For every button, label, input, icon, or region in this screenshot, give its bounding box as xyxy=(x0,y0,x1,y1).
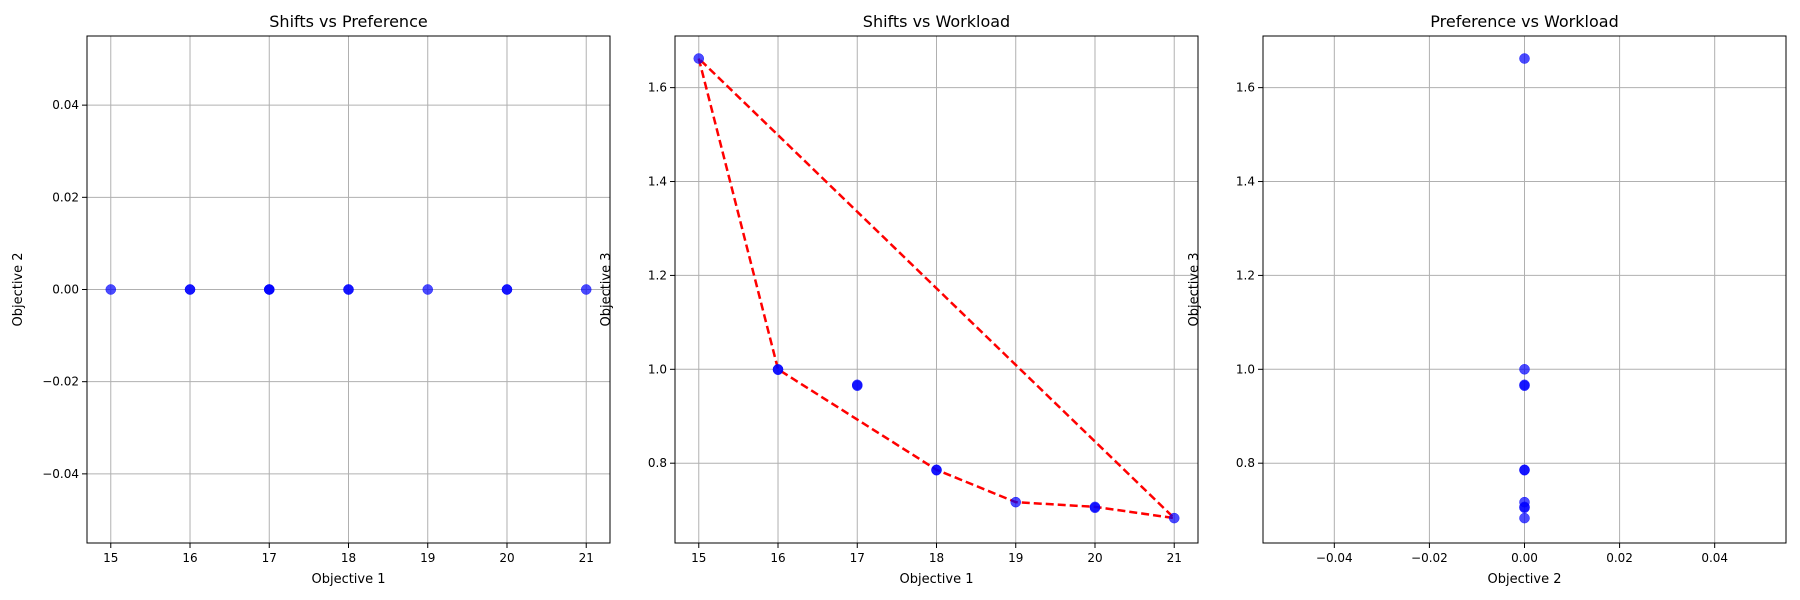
x-tick-label: 19 xyxy=(1008,551,1023,565)
subplot-title: Shifts vs Preference xyxy=(269,12,427,31)
x-tick-label: 17 xyxy=(850,551,865,565)
x-tick-label: 18 xyxy=(929,551,944,565)
axes-frame xyxy=(86,35,611,544)
x-tick-label: 16 xyxy=(770,551,785,565)
scatter-point xyxy=(1089,502,1101,514)
axes-frame xyxy=(674,35,1199,544)
y-axis-label: Objective 2 xyxy=(11,252,26,326)
x-tick-label: 0.02 xyxy=(1606,551,1633,565)
y-tick-label: 1.6 xyxy=(1236,81,1255,95)
scatter-point xyxy=(772,364,784,376)
y-tick-label: −0.04 xyxy=(42,467,79,481)
y-axis-label: Objective 3 xyxy=(1187,252,1202,326)
subplot-title: Preference vs Workload xyxy=(1430,12,1618,31)
scatter-point xyxy=(1519,364,1530,375)
y-axis-label: Objective 3 xyxy=(599,252,614,326)
x-tick-label: 21 xyxy=(1167,551,1182,565)
x-tick-label: −0.04 xyxy=(1316,551,1353,565)
y-tick-label: 1.0 xyxy=(1236,362,1255,376)
subplot-title: Shifts vs Workload xyxy=(863,12,1010,31)
x-tick-label: 17 xyxy=(262,551,277,565)
scatter-point xyxy=(184,284,196,295)
x-axis-label: Objective 2 xyxy=(1487,572,1561,587)
y-tick-label: 1.6 xyxy=(648,81,667,95)
scatter-point xyxy=(852,380,863,391)
y-tick-label: −0.02 xyxy=(42,375,79,389)
scatter-point xyxy=(343,284,354,295)
x-tick-label: 0.04 xyxy=(1701,551,1728,565)
scatter-point xyxy=(1519,380,1530,391)
x-tick-label: 18 xyxy=(341,551,356,565)
x-tick-label: 21 xyxy=(579,551,594,565)
y-tick-label: 0.02 xyxy=(52,190,79,204)
x-tick-label: 15 xyxy=(103,551,118,565)
y-tick-label: 0.8 xyxy=(1236,456,1255,470)
axes-frame xyxy=(1262,35,1787,544)
scatter-point xyxy=(1010,496,1021,508)
y-tick-label: 1.4 xyxy=(1236,175,1255,189)
x-tick-label: 16 xyxy=(182,551,197,565)
scatter-point xyxy=(580,284,592,295)
y-tick-label: 0.00 xyxy=(52,283,79,297)
y-tick-label: 0.04 xyxy=(52,98,79,112)
x-tick-label: 20 xyxy=(499,551,514,565)
x-tick-label: −0.02 xyxy=(1411,551,1448,565)
scatter-point xyxy=(501,284,513,295)
scatter-point xyxy=(105,284,117,295)
scatter-point xyxy=(1519,464,1530,476)
x-axis-label: Objective 1 xyxy=(899,572,973,587)
x-tick-label: 19 xyxy=(420,551,435,565)
x-tick-label: 15 xyxy=(691,551,706,565)
scatter-point xyxy=(1519,512,1530,524)
x-tick-label: 0.00 xyxy=(1511,551,1538,565)
y-tick-label: 1.0 xyxy=(648,362,667,376)
subplot-3: −0.04 −0.02 0.00 0.02 0.04 0.8 1.0 1.2 1.4 1.6 Pre… xyxy=(1187,12,1787,587)
scatter-point xyxy=(264,284,275,295)
subplot-1: 15 16 17 18 19 20 21 −0.04 −0.02 0.00 0.02 0.04 Shif… xyxy=(11,12,611,587)
x-tick-label: 20 xyxy=(1087,551,1102,565)
y-tick-label: 1.2 xyxy=(648,268,667,282)
scatter-point xyxy=(693,53,705,64)
scatter-point xyxy=(1519,53,1530,64)
y-tick-label: 0.8 xyxy=(648,456,667,470)
scatter-point xyxy=(422,284,433,295)
subplot-2: 15 16 17 18 19 20 21 0.8 1.0 1.2 1.4 1.6 Shifts vs W… xyxy=(599,12,1199,587)
x-axis-label: Objective 1 xyxy=(311,572,385,587)
y-tick-label: 1.4 xyxy=(648,175,667,189)
scatter-point xyxy=(1168,512,1180,524)
y-tick-label: 1.2 xyxy=(1236,268,1255,282)
scatter-point xyxy=(1519,502,1530,514)
scatter-point xyxy=(931,464,942,476)
